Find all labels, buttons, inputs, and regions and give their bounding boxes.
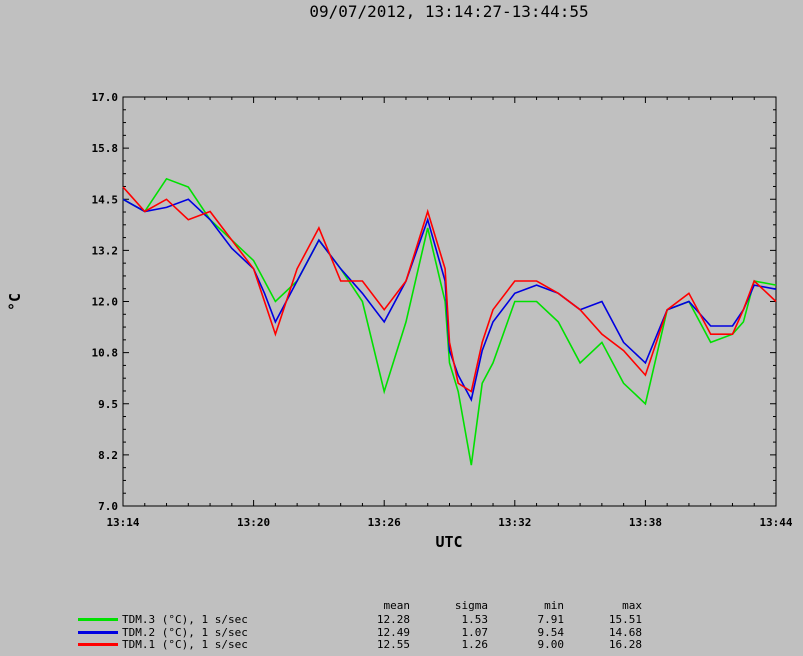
y-tick-label: 13.2 (92, 244, 119, 257)
y-tick-label: 9.5 (98, 398, 118, 411)
x-tick-label: 13:44 (759, 516, 792, 529)
series-lines (122, 177, 777, 466)
x-tick-label: 13:38 (629, 516, 662, 529)
x-tick-label: 13:14 (106, 516, 139, 529)
y-tick-label: 17.0 (92, 91, 119, 104)
y-tick-label: 8.2 (98, 449, 118, 462)
x-axis-label: UTC (435, 533, 462, 551)
y-tick-label: 12.0 (92, 296, 119, 309)
y-tick-label: 15.8 (92, 142, 119, 155)
series-line-0 (122, 177, 777, 466)
x-tick-label: 13:26 (368, 516, 401, 529)
y-tick-label: 10.8 (92, 347, 119, 360)
axes: 7.0 8.2 9.5 10.8 12.0 13.2 14.5 15.8 17.0 13:14 13… (92, 91, 793, 529)
x-tick-label: 13:20 (237, 516, 270, 529)
x-tick-label: 13:32 (498, 516, 531, 529)
series-line-2 (122, 186, 777, 393)
y-tick-label: 14.5 (92, 193, 119, 206)
y-axis-label: °C (6, 293, 24, 311)
y-tick-label: 7.0 (98, 500, 118, 513)
chart-title: 09/07/2012, 13:14:27-13:44:55 (309, 2, 588, 21)
